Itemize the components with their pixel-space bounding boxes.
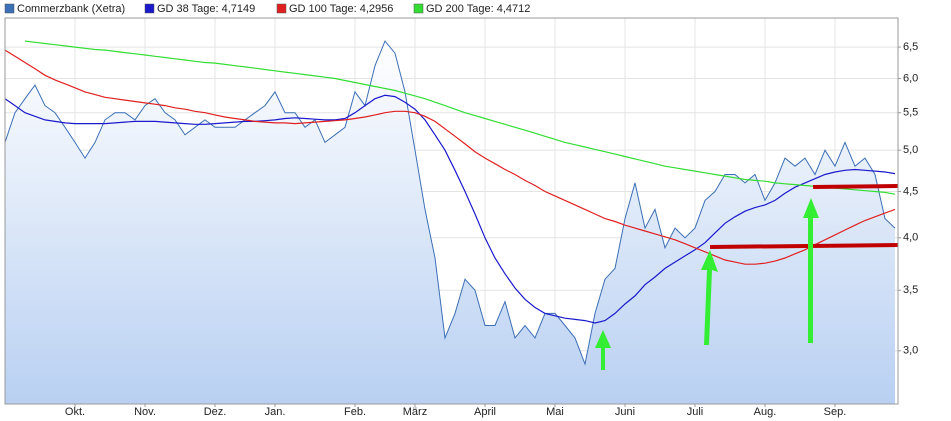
- y-tick-label: 3,0: [903, 345, 918, 357]
- support-line: [709, 243, 899, 249]
- y-tick-label: 6,0: [903, 72, 918, 84]
- x-tick-label: April: [474, 406, 496, 418]
- line-layer: [4, 40, 896, 366]
- y-tick-label: 6,5: [903, 41, 918, 53]
- resistance-line: [812, 184, 899, 189]
- legend-swatch: [4, 3, 15, 14]
- price-area: [5, 41, 895, 404]
- x-tick-label: Okt.: [65, 406, 85, 418]
- y-tick-label: 4,0: [903, 232, 918, 244]
- series-line: [24, 40, 896, 195]
- arrow: [595, 330, 611, 370]
- legend: Commerzbank (Xetra) GD 38 Tage: 4,7149 GD …: [4, 3, 530, 15]
- x-tick-label: März: [403, 406, 427, 418]
- legend-label: GD 100 Tage: 4,2956: [289, 3, 393, 15]
- x-tick-label: Mai: [546, 406, 564, 418]
- y-tick-label: 5,0: [903, 144, 918, 156]
- x-tick-label: Nov.: [134, 406, 156, 418]
- area-layer: [5, 41, 895, 404]
- x-tick-label: Juli: [687, 406, 704, 418]
- x-tick-label: Feb.: [344, 406, 366, 418]
- plot-border: [4, 17, 899, 405]
- series-line: [4, 40, 896, 366]
- legend-label: Commerzbank (Xetra): [17, 3, 125, 15]
- series-line: [4, 94, 896, 324]
- x-tick-label: Sep.: [824, 406, 847, 418]
- annotations: [595, 184, 899, 370]
- x-tick-label: Juni: [615, 406, 635, 418]
- series-line: [4, 49, 896, 265]
- legend-swatch: [413, 3, 424, 14]
- legend-label: GD 200 Tage: 4,4712: [426, 3, 530, 15]
- x-tick-label: Aug.: [754, 406, 777, 418]
- y-tick-label: 5,5: [903, 107, 918, 119]
- x-tick-label: Jan.: [265, 406, 286, 418]
- arrow: [701, 250, 718, 345]
- arrows: [595, 198, 819, 370]
- y-tick-label: 4,5: [903, 185, 918, 197]
- y-tick-label: 3,5: [903, 284, 918, 296]
- legend-swatch: [276, 3, 287, 14]
- x-tick-label: Dez.: [204, 406, 227, 418]
- arrow: [803, 198, 819, 343]
- legend-swatch: [144, 3, 155, 14]
- legend-label: GD 38 Tage: 4,7149: [157, 3, 255, 15]
- labels: 3,0 3,5 4,0 4,5 5,0 5,5 6,0 6,5 Okt. Nov. Dez. Jan.…: [65, 41, 918, 418]
